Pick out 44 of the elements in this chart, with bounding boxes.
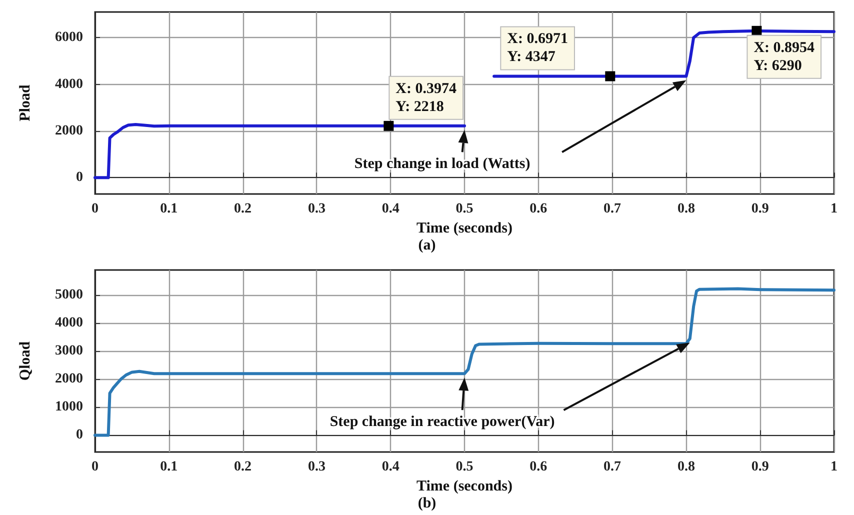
x-tick-label: 0 [92,459,98,474]
x-tick-label: 0.2 [234,459,252,474]
x-tick-label: 0.3 [308,459,326,474]
x-tick-label: 0.1 [160,459,178,474]
x-tick-label: 0.2 [234,202,252,216]
annotation: X: 0.6971 Y: 4347 [507,31,568,66]
y-axis-title: Qload [18,340,34,380]
x-tick-label: 0.4 [382,459,400,474]
y-tick-label: 4000 [55,315,83,330]
y-tick-label: 2000 [55,124,83,138]
x-tick-label: 0.5 [456,459,474,474]
annotation: X: 0.3974 Y: 2218 [396,80,458,115]
x-tick-label: 0.6 [530,202,548,216]
y-tick-label: 6000 [55,30,83,46]
text: (a) [418,238,436,254]
x-tick-label: 0.8 [677,202,695,216]
x-tick-label: 0.1 [160,202,178,216]
y-tick-label: 4000 [55,76,83,92]
text: (b) [418,495,436,511]
x-tick-label: 0.5 [456,202,474,216]
x-tick-label: 0.9 [751,202,769,216]
y-tick-label: 1000 [55,399,83,414]
annotation: Step change in reactive power(Var) [330,414,555,430]
x-tick-label: 0.9 [751,459,769,474]
annotation: Step change in load (Watts) [354,156,530,172]
y-axis-title: Pload [18,84,34,122]
y-tick-label: 0 [76,170,83,186]
x-tick-label: 0.7 [604,202,622,216]
y-tick-label: 5000 [55,287,83,302]
y-tick-label: 0 [76,427,83,442]
x-tick-label: 0.3 [308,202,326,216]
x-tick-label: 1 [830,459,838,474]
x-tick-label: 0 [92,202,98,216]
x-tick-label: 0.7 [604,459,622,474]
x-tick-label: 0.6 [530,459,548,474]
line-series [94,286,836,436]
x-tick-label: 0.4 [382,202,400,216]
x-axis-title: Time (seconds) [416,478,512,494]
y-tick-label: 2000 [55,371,83,386]
annotation: X: 0.8954 Y: 6290 [754,40,816,74]
x-axis-title: Time (seconds) [416,220,512,236]
x-tick-label: 1 [830,202,838,216]
y-tick-label: 3000 [55,343,83,358]
x-tick-label: 0.8 [677,459,695,474]
